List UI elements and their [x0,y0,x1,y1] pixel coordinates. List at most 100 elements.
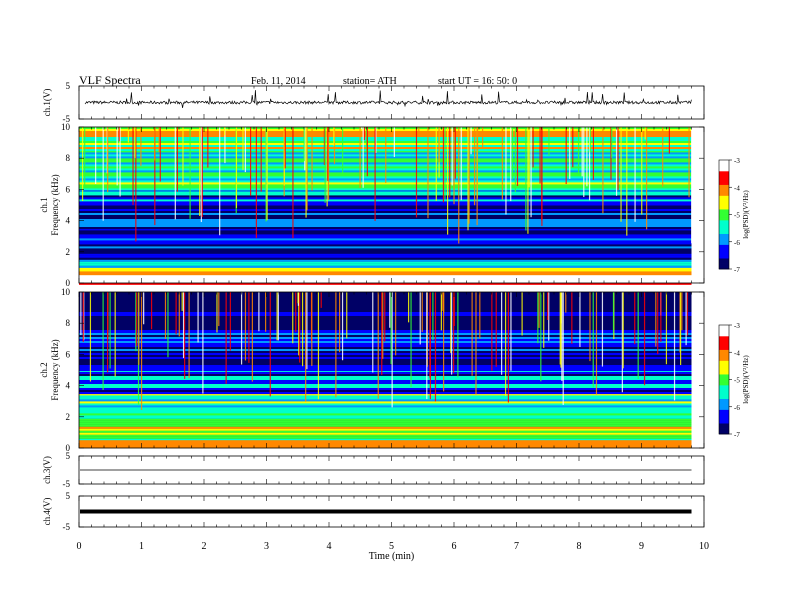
ch2-spectrogram-sferic [311,292,313,367]
date-label: Feb. 11, 2014 [251,76,306,87]
station-label: station= ATH [343,76,397,87]
ch1-spectrogram-colorbar-tick-label: -7 [734,266,740,274]
ch2-spectrogram-sferic [479,292,481,339]
ch2-spectrogram-sferic [655,292,657,347]
ch2-spectrogram-sferic [175,292,177,335]
ch2-spectrogram-sferic [450,292,452,354]
ch2-spectrogram-sferic [429,292,431,400]
x-tick-label: 7 [514,541,519,552]
ch1-spectrogram-sferic [592,127,594,180]
ch2-spectrogram-sferic [320,292,322,308]
ch1-spectrogram-band-row [79,225,692,228]
ch1-spectrogram-sferic [359,127,361,189]
ch1-spectrogram-sferic [438,127,440,163]
ch2-spectrogram-colorbar-swatch [719,325,729,329]
ch1-spectrogram-sferic [327,127,329,181]
ch1-spectrogram-colorbar-swatch [719,176,729,180]
ch2-spectrogram-sferic [299,292,301,363]
ch1-spectrogram-band-row [79,273,692,276]
ch2-spectrogram-sferic [434,292,437,402]
ch1-spectrogram-sferic [260,127,262,192]
ch1-spectrogram-colorbar-swatch [719,165,729,169]
ch2-spectrogram-sferic [395,292,397,356]
ch1-spectrogram-sferic [385,127,387,184]
ch2-spectrogram-band-row [79,378,692,381]
ch1-spectrogram-colorbar-swatch [719,247,729,251]
ch2-spectrogram-colorbar-swatch [719,365,729,369]
ch1-spectrogram-sferic [641,127,643,215]
ch1-spectrogram-sferic [688,127,690,198]
ch1-spectrogram-colorbar-swatch [719,206,729,210]
ch1-spectrogram-band-row [79,250,692,253]
ch1-spectrogram-sferic [182,127,184,186]
ch2-spectrogram-sferic [538,292,540,328]
ch1-spectrogram-sferic [102,127,104,221]
ch2-spectrogram-sferic [276,292,278,341]
ch1-spectrogram-sferic [266,127,268,221]
ch1-spectrogram-sferic [249,127,252,196]
ch1-spectrogram-sferic [467,127,469,231]
ch2-spectrogram-sferic [451,292,453,375]
ch1-spectrogram-band-row [79,191,692,194]
ch2-spectrogram-sferic [660,292,662,342]
ch1-spectrogram-colorbar-swatch [719,239,729,243]
ch2-spectrogram-sferic [136,292,138,347]
ch1-spectrogram-band-row [79,257,692,260]
ch1-spectrogram-sferic [327,127,330,200]
ch1-spectrogram-sferic [415,127,418,218]
ch2-spectrogram-band-row [79,426,692,429]
ch1-spectrogram-colorbar-swatch [719,209,729,213]
ch1-spectrogram-colorbar-swatch [719,236,729,240]
ch1-spectrogram-sferic [454,127,456,179]
ch1-spectrogram-band-row [79,211,692,214]
ch1-spectrogram-sferic [235,127,238,208]
ch1-spectrogram-sferic [589,127,591,153]
ch1-spectrogram-sferic [442,127,445,203]
ch2-spectrogram-sferic [106,292,109,373]
ch1-spectrogram-sferic [154,127,156,161]
ch1-spectrogram-sferic [548,127,550,156]
ch2-spectrogram-band-row [79,399,692,402]
ch1-spectrogram-band-row [79,251,692,254]
ch2-spectrogram-sferic [601,292,604,367]
ch2-spectrogram-colorbar-swatch [719,409,729,413]
ch1-spectrogram-band-row [79,259,692,262]
ch2-spectrogram-sferic [559,292,561,365]
ch2-spectrogram-sferic [335,292,337,398]
ch1-time-series-ylabel: ch.1(V) [42,89,52,117]
ch2-spectrogram-colorbar-swatch [719,428,729,432]
ch2-spectrogram-low-band [79,440,692,448]
ch2-spectrogram-sferic [377,292,379,399]
ch1-spectrogram-band-row [79,238,692,241]
ch1-spectrogram-band-row [79,282,692,285]
ch1-spectrogram-colorbar-swatch [719,241,729,245]
ch1-spectrogram-colorbar-swatch [719,211,729,215]
ch2-spectrogram-sferic [297,292,299,304]
ch2-spectrogram-sferic [571,292,573,344]
ch2-colorbar: -3 -4 -5 -6 -7 log(PSD)(V²/Hz) [718,322,750,439]
ch2-spectrogram-band-row [79,357,692,360]
ch2-spectrogram-colorbar-swatch [719,354,729,359]
ch1-spectrogram-colorbar-swatch [719,222,729,226]
ch2-spectrogram-sferic [102,292,104,391]
ch2-spectrogram-ytick-label: 6 [66,349,71,359]
ch2-spectrogram-sferic [188,292,190,379]
ch4-time-series-trace [80,509,692,514]
ch2-spectrogram-sferic [457,292,459,378]
ch1-spectrogram-band-row [79,263,692,266]
ch2-spectrogram-band-row [79,359,692,362]
ch1-spectrogram-colorbar-swatch [719,168,729,172]
ch2-spectrogram-sferic [277,292,279,341]
ch1-spectrogram-colorbar-swatch [719,244,729,248]
ch1-spectrogram-sferic [530,127,532,218]
ch2-spectrogram-sferic [680,292,682,366]
ch1-spectrogram-sferic [473,127,476,206]
ch2-spectrogram-colorbar-swatch [719,384,729,389]
ch1-spectrogram-sferic [127,127,129,143]
ch1-spectrogram-colorbar-swatch [719,181,729,185]
ch2-spectrogram-sferic [150,292,153,330]
ch1-spectrogram-sferic [81,127,84,201]
ch1-spectrogram-sferic [610,127,612,180]
ch2-spectrogram-band-row [79,430,692,433]
x-tick-label: 10 [699,541,709,552]
